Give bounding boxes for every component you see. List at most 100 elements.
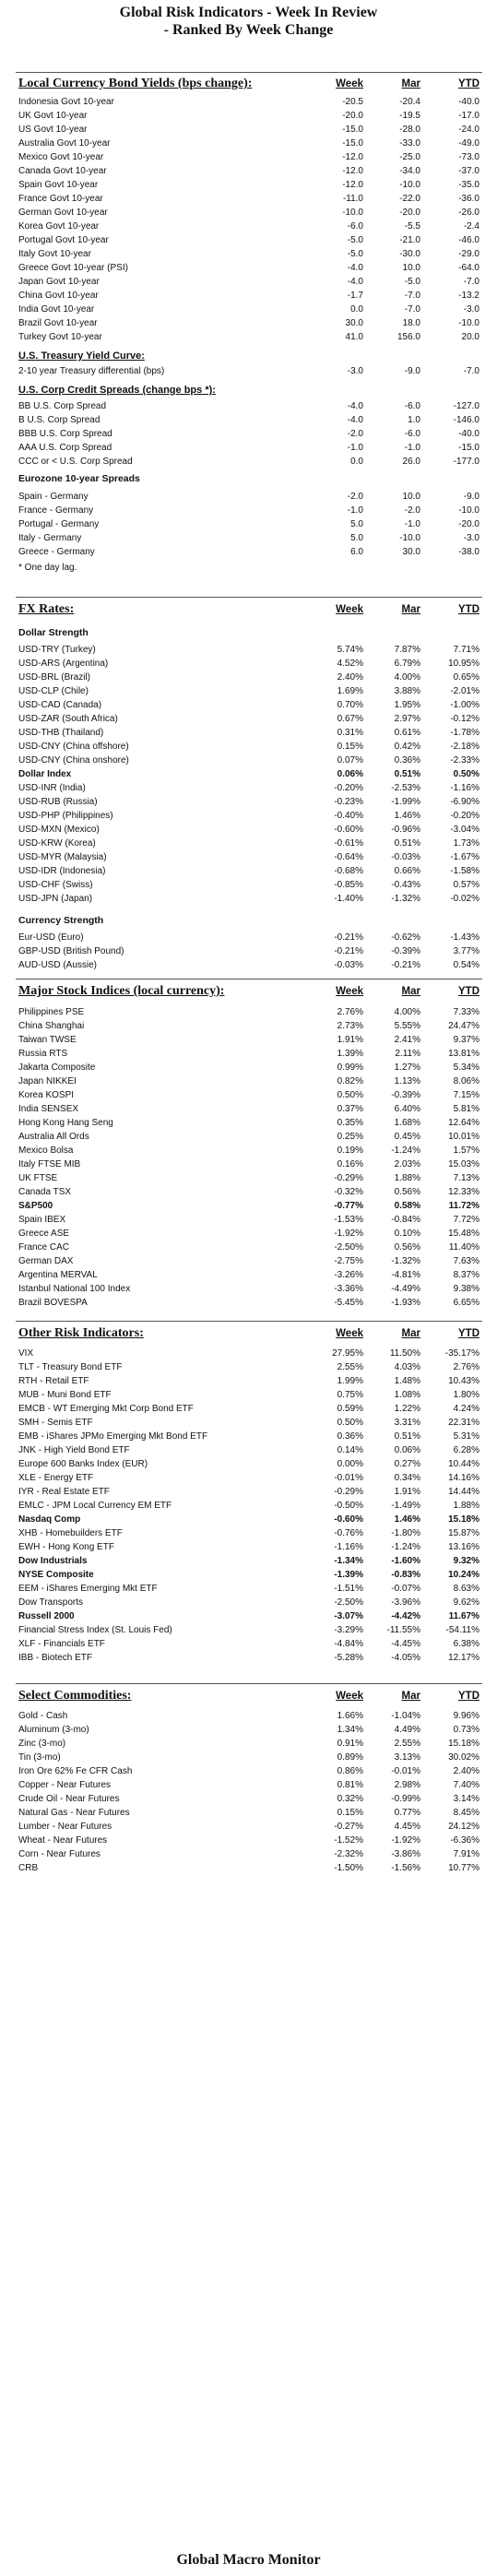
table-row: USD-MXN (Mexico) -0.60% -0.96% -3.04% <box>18 823 479 837</box>
mar-value: -28.0 <box>399 125 420 135</box>
table-row: Philippines PSE 2.76% 4.00% 7.33% <box>18 1005 479 1019</box>
week-value: 41.0 <box>345 332 363 342</box>
week-value: 0.67% <box>337 714 363 724</box>
row-label: USD-RUB (Russia) <box>18 797 98 807</box>
week-value: -15.0 <box>342 125 363 135</box>
ytd-value: -38.0 <box>458 547 479 557</box>
table-row: USD-CHF (Swiss) -0.85% -0.43% 0.57% <box>18 878 479 892</box>
row-label: USD-CLP (Chile) <box>18 686 89 696</box>
ytd-value: -35.0 <box>458 180 479 190</box>
ytd-value: 10.44% <box>448 1459 479 1469</box>
row-label: Brazil Govt 10-year <box>18 318 98 328</box>
week-value: -0.60% <box>334 825 363 835</box>
table-row: IBB - Biotech ETF -5.28% -4.05% 12.17% <box>18 1651 479 1665</box>
ytd-value: 8.63% <box>453 1584 479 1594</box>
row-label: USD-MYR (Malaysia) <box>18 852 107 862</box>
row-label: CRB <box>18 1863 39 1873</box>
ytd-value: -49.0 <box>458 138 479 148</box>
week-value: -1.52% <box>334 1835 363 1846</box>
table-row: USD-ZAR (South Africa) 0.67% 2.97% -0.12% <box>18 712 479 726</box>
mar-value: 6.40% <box>394 1104 420 1114</box>
mar-value: -1.24% <box>391 1542 420 1552</box>
table-row: UK FTSE -0.29% 1.88% 7.13% <box>18 1171 479 1185</box>
mar-value: 1.27% <box>394 1062 420 1073</box>
week-value: -2.50% <box>334 1597 363 1608</box>
ytd-col-header: YTD <box>458 986 479 997</box>
row-label: Corn - Near Futures <box>18 1849 101 1859</box>
mar-value: -20.4 <box>399 97 420 107</box>
week-value: 0.0 <box>350 304 363 315</box>
ytd-value: -7.0 <box>463 277 479 287</box>
week-value: -12.0 <box>342 166 363 176</box>
ytd-value: 1.88% <box>453 1501 479 1511</box>
row-label: German Govt 10-year <box>18 208 108 218</box>
week-value: 1.99% <box>337 1376 363 1386</box>
table-row: Russia RTS 1.39% 2.11% 13.81% <box>18 1047 479 1061</box>
week-value: 0.59% <box>337 1404 363 1414</box>
week-value: -1.16% <box>334 1542 363 1552</box>
mar-value: -4.49% <box>391 1284 420 1294</box>
row-label: Natural Gas - Near Futures <box>18 1808 130 1818</box>
mar-value: 1.46% <box>394 1514 420 1525</box>
table-row: XLF - Financials ETF -4.84% -4.45% 6.38% <box>18 1637 479 1651</box>
mar-value: -10.0 <box>399 180 420 190</box>
week-value: -0.85% <box>334 880 363 890</box>
mar-value: 0.51% <box>394 769 420 779</box>
mar-value: -0.07% <box>391 1584 420 1594</box>
table-row: Canada TSX -0.32% 0.56% 12.33% <box>18 1185 479 1199</box>
week-value: 0.31% <box>337 728 363 738</box>
table-row: 2-10 year Treasury differential (bps) -3.… <box>18 364 479 378</box>
row-label: India Govt 10-year <box>18 304 95 315</box>
mar-value: -1.32% <box>391 894 420 904</box>
row-label: USD-JPN (Japan) <box>18 894 93 904</box>
week-value: -3.36% <box>334 1284 363 1294</box>
ytd-value: 30.02% <box>448 1752 479 1763</box>
mar-value: -6.0 <box>404 429 420 439</box>
mar-value: -2.0 <box>404 505 420 516</box>
ytd-value: -177.0 <box>453 457 479 467</box>
week-value: 0.06% <box>337 769 363 779</box>
table-row: Argentina MERVAL -3.26% -4.81% 8.37% <box>18 1268 479 1282</box>
row-label: B U.S. Corp Spread <box>18 415 101 425</box>
ytd-col-header: YTD <box>458 604 479 615</box>
ytd-value: -0.12% <box>450 714 479 724</box>
table-row: EWH - Hong Kong ETF -1.16% -1.24% 13.16% <box>18 1540 479 1554</box>
mar-value: 30.0 <box>402 547 420 557</box>
ytd-value: 7.15% <box>453 1090 479 1100</box>
risk-indicators-title: Other Risk Indicators: <box>18 1326 144 1340</box>
mar-value: 1.22% <box>394 1404 420 1414</box>
row-label: India SENSEX <box>18 1104 79 1114</box>
ytd-value: -13.2 <box>458 291 479 301</box>
mar-value: -1.56% <box>391 1863 420 1873</box>
table-row: JNK - High Yield Bond ETF 0.14% 0.06% 6.28% <box>18 1443 479 1457</box>
mar-col-header: Mar <box>401 78 420 89</box>
table-row: Spain - Germany -2.0 10.0 -9.0 <box>18 490 479 504</box>
ytd-value: 24.12% <box>448 1822 479 1832</box>
mar-value: -5.0 <box>404 277 420 287</box>
row-label: Istanbul National 100 Index <box>18 1284 131 1294</box>
mar-value: -1.80% <box>391 1528 420 1538</box>
table-row: China Shanghai 2.73% 5.55% 24.47% <box>18 1019 479 1033</box>
ytd-value: 0.54% <box>453 960 479 970</box>
row-label: China Govt 10-year <box>18 291 99 301</box>
mar-value: 1.88% <box>394 1173 420 1183</box>
row-label: RTH - Retail ETF <box>18 1376 89 1386</box>
ytd-value: -6.90% <box>450 797 479 807</box>
table-row: XLE - Energy ETF -0.01% 0.34% 14.16% <box>18 1471 479 1485</box>
ytd-value: 24.47% <box>448 1021 479 1031</box>
table-row: Wheat - Near Futures -1.52% -1.92% -6.36% <box>18 1834 479 1847</box>
ytd-value: 9.96% <box>453 1711 479 1721</box>
mar-value: 2.03% <box>394 1159 420 1169</box>
ytd-value: 2.76% <box>453 1362 479 1372</box>
table-row: CRB -1.50% -1.56% 10.77% <box>18 1861 479 1875</box>
table-row: Financial Stress Index (St. Louis Fed) -3… <box>18 1623 479 1637</box>
mar-value: 0.10% <box>394 1229 420 1239</box>
week-value: 0.91% <box>337 1739 363 1749</box>
ytd-value: 7.63% <box>453 1256 479 1266</box>
table-row: Australia Govt 10-year -15.0 -33.0 -49.0 <box>18 137 479 150</box>
table-row: AAA U.S. Corp Spread -1.0 -1.0 -15.0 <box>18 441 479 455</box>
row-label: Spain IBEX <box>18 1215 66 1225</box>
table-row: Natural Gas - Near Futures 0.15% 0.77% 8.45… <box>18 1806 479 1820</box>
week-value: 0.81% <box>337 1780 363 1790</box>
row-label: Aluminum (3-mo) <box>18 1725 89 1735</box>
